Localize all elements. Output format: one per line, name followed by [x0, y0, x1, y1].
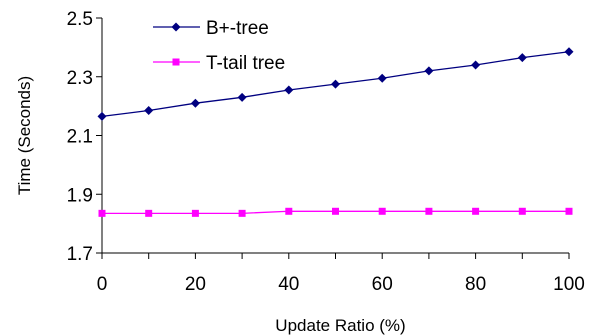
legend: B+-tree T-tail tree [153, 18, 285, 74]
y-tick-label: 1.9 [67, 185, 93, 206]
data-point [517, 53, 527, 63]
y-tick-label: 2.3 [67, 68, 93, 89]
y-ticks: 1.7 1.9 2.1 2.3 2.5 [67, 9, 102, 265]
x-tick-label: 20 [185, 274, 206, 295]
data-point [331, 79, 340, 89]
y-tick-label: 2.1 [67, 127, 93, 148]
series-1 [97, 47, 574, 121]
legend-item: B+-tree [153, 18, 269, 39]
x-tick-label: 80 [465, 274, 486, 295]
legend-marker [171, 22, 181, 32]
data-point [144, 106, 154, 116]
series-layer [97, 47, 574, 217]
x-ticks: 0 20 40 60 80 100 [97, 253, 585, 295]
data-point [377, 73, 387, 83]
legend-item: T-tail tree [153, 53, 285, 74]
data-point [425, 207, 433, 215]
legend-label: B+-tree [206, 18, 269, 39]
data-point [564, 47, 574, 57]
data-point [145, 209, 153, 217]
x-tick-label: 40 [278, 274, 299, 295]
data-point [518, 207, 526, 215]
data-point [191, 209, 199, 217]
y-tick-label: 2.5 [67, 9, 93, 30]
series-2 [98, 207, 573, 217]
legend-label: T-tail tree [206, 53, 285, 74]
data-point [284, 85, 294, 95]
data-point [97, 111, 107, 121]
data-point [237, 92, 247, 102]
data-point [98, 209, 106, 217]
x-tick-label: 60 [372, 274, 393, 295]
legend-marker [172, 58, 180, 66]
data-point [238, 209, 246, 217]
data-point [565, 207, 573, 215]
x-tick-label: 0 [97, 274, 108, 295]
data-point [190, 98, 200, 108]
x-axis-title: Update Ratio (%) [275, 316, 405, 335]
x-tick-label: 100 [553, 274, 585, 295]
data-point [424, 66, 434, 76]
axes [101, 18, 569, 254]
data-point [378, 207, 386, 215]
data-point [472, 207, 480, 215]
y-tick-label: 1.7 [67, 244, 93, 265]
data-point [471, 60, 481, 70]
data-point [332, 207, 339, 215]
data-point [285, 207, 293, 215]
y-axis-title: Time (Seconds) [15, 76, 34, 195]
